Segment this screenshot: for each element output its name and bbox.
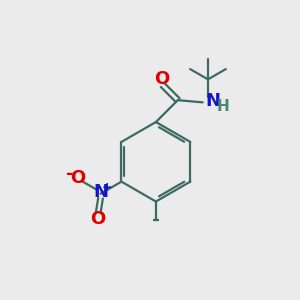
Text: +: + [102,181,112,194]
Text: O: O [70,169,86,188]
Text: O: O [154,70,169,88]
Text: N: N [206,92,220,110]
Text: O: O [91,210,106,228]
Text: N: N [93,183,108,201]
Text: -: - [66,165,74,183]
Text: H: H [217,99,229,114]
